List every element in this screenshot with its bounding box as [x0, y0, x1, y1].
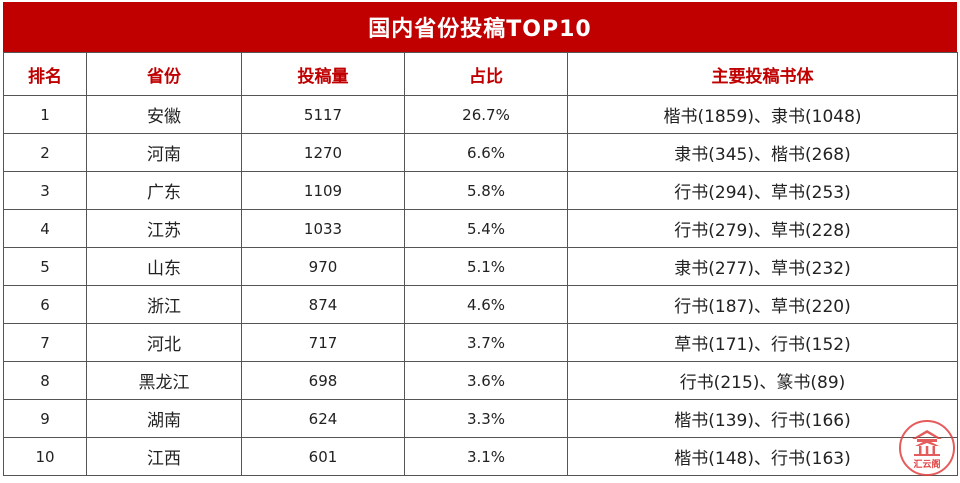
cell-share: 5.4%: [404, 209, 568, 248]
table-row: 9 湖南 624 3.3% 楷书(139)、行书(166): [3, 399, 958, 438]
cell-count: 717: [241, 323, 405, 362]
cell-rank: 5: [3, 247, 87, 286]
watermark-logo: 汇云阁: [899, 420, 955, 476]
table-row: 10 江西 601 3.1% 楷书(148)、行书(163): [3, 437, 958, 476]
cell-main-fonts: 行书(215)、篆书(89): [567, 361, 958, 400]
cell-count: 1109: [241, 171, 405, 210]
cell-rank: 6: [3, 285, 87, 324]
table-title: 国内省份投稿TOP10: [3, 2, 957, 52]
cell-rank: 7: [3, 323, 87, 362]
cell-main-fonts: 行书(294)、草书(253): [567, 171, 958, 210]
ranking-table-card: 国内省份投稿TOP10 排名 省份 投稿量 占比 主要投稿书体 1 安徽 511…: [3, 2, 958, 480]
cell-rank: 2: [3, 133, 87, 172]
header-count: 投稿量: [241, 52, 405, 96]
cell-main-fonts: 楷书(148)、行书(163): [567, 437, 958, 476]
table-row: 6 浙江 874 4.6% 行书(187)、草书(220): [3, 285, 958, 324]
cell-share: 4.6%: [404, 285, 568, 324]
table-row: 1 安徽 5117 26.7% 楷书(1859)、隶书(1048): [3, 95, 958, 134]
cell-share: 3.6%: [404, 361, 568, 400]
logo-text: 汇云阁: [913, 458, 940, 470]
cell-share: 6.6%: [404, 133, 568, 172]
cell-province: 黑龙江: [86, 361, 242, 400]
cell-main-fonts: 草书(171)、行书(152): [567, 323, 958, 362]
cell-share: 5.8%: [404, 171, 568, 210]
cell-count: 1270: [241, 133, 405, 172]
header-rank: 排名: [3, 52, 87, 96]
cell-province: 广东: [86, 171, 242, 210]
cell-share: 3.7%: [404, 323, 568, 362]
table-row: 3 广东 1109 5.8% 行书(294)、草书(253): [3, 171, 958, 210]
cell-main-fonts: 隶书(345)、楷书(268): [567, 133, 958, 172]
header-main-fonts: 主要投稿书体: [567, 52, 958, 96]
cell-count: 624: [241, 399, 405, 438]
cell-province: 江西: [86, 437, 242, 476]
cell-province: 安徽: [86, 95, 242, 134]
cell-main-fonts: 楷书(1859)、隶书(1048): [567, 95, 958, 134]
cell-province: 湖南: [86, 399, 242, 438]
cell-main-fonts: 隶书(277)、草书(232): [567, 247, 958, 286]
header-row: 排名 省份 投稿量 占比 主要投稿书体: [3, 52, 958, 96]
cell-count: 1033: [241, 209, 405, 248]
cell-rank: 3: [3, 171, 87, 210]
cell-province: 浙江: [86, 285, 242, 324]
cell-main-fonts: 行书(279)、草书(228): [567, 209, 958, 248]
cell-rank: 10: [3, 437, 87, 476]
table-row: 4 江苏 1033 5.4% 行书(279)、草书(228): [3, 209, 958, 248]
cell-province: 河南: [86, 133, 242, 172]
table-row: 7 河北 717 3.7% 草书(171)、行书(152): [3, 323, 958, 362]
cell-share: 5.1%: [404, 247, 568, 286]
cell-rank: 8: [3, 361, 87, 400]
cell-province: 江苏: [86, 209, 242, 248]
cell-count: 970: [241, 247, 405, 286]
header-share: 占比: [404, 52, 568, 96]
cell-province: 山东: [86, 247, 242, 286]
cell-share: 3.1%: [404, 437, 568, 476]
cell-share: 26.7%: [404, 95, 568, 134]
table-row: 2 河南 1270 6.6% 隶书(345)、楷书(268): [3, 133, 958, 172]
cell-main-fonts: 行书(187)、草书(220): [567, 285, 958, 324]
cell-count: 601: [241, 437, 405, 476]
cell-main-fonts: 楷书(139)、行书(166): [567, 399, 958, 438]
table-row: 5 山东 970 5.1% 隶书(277)、草书(232): [3, 247, 958, 286]
header-province: 省份: [86, 52, 242, 96]
cell-rank: 1: [3, 95, 87, 134]
ranking-table: 排名 省份 投稿量 占比 主要投稿书体 1 安徽 5117 26.7% 楷书(1…: [3, 52, 958, 476]
cell-count: 698: [241, 361, 405, 400]
cell-share: 3.3%: [404, 399, 568, 438]
cell-rank: 4: [3, 209, 87, 248]
cell-count: 874: [241, 285, 405, 324]
pavilion-icon: [912, 430, 942, 456]
cell-province: 河北: [86, 323, 242, 362]
table-row: 8 黑龙江 698 3.6% 行书(215)、篆书(89): [3, 361, 958, 400]
cell-rank: 9: [3, 399, 87, 438]
cell-count: 5117: [241, 95, 405, 134]
